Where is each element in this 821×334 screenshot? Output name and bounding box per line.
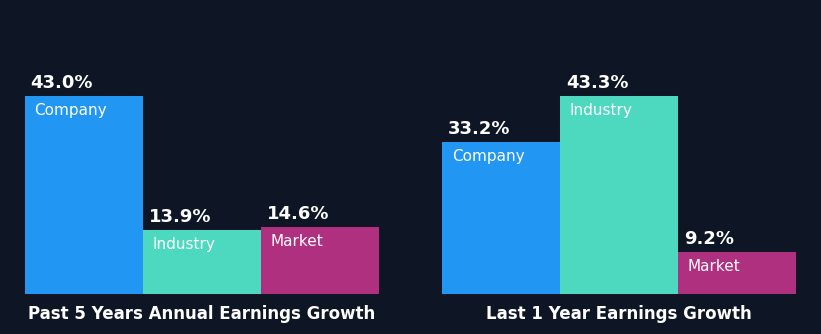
Text: 43.3%: 43.3% bbox=[566, 74, 629, 92]
Bar bbox=[443, 142, 561, 294]
X-axis label: Last 1 Year Earnings Growth: Last 1 Year Earnings Growth bbox=[487, 305, 752, 323]
Text: Industry: Industry bbox=[570, 103, 633, 118]
Text: Company: Company bbox=[452, 150, 525, 164]
Text: 14.6%: 14.6% bbox=[267, 205, 329, 223]
Text: Market: Market bbox=[270, 234, 323, 249]
Text: 43.0%: 43.0% bbox=[30, 74, 93, 92]
Bar bbox=[561, 96, 678, 294]
X-axis label: Past 5 Years Annual Earnings Growth: Past 5 Years Annual Earnings Growth bbox=[28, 305, 375, 323]
Text: Market: Market bbox=[688, 260, 741, 275]
Text: 9.2%: 9.2% bbox=[684, 230, 734, 248]
Text: 13.9%: 13.9% bbox=[149, 208, 211, 226]
Bar bbox=[143, 230, 260, 294]
Text: 33.2%: 33.2% bbox=[448, 120, 511, 138]
Text: Industry: Industry bbox=[152, 237, 215, 253]
Bar bbox=[678, 252, 796, 294]
Bar bbox=[25, 96, 143, 294]
Bar bbox=[260, 226, 378, 294]
Text: Company: Company bbox=[34, 103, 107, 118]
